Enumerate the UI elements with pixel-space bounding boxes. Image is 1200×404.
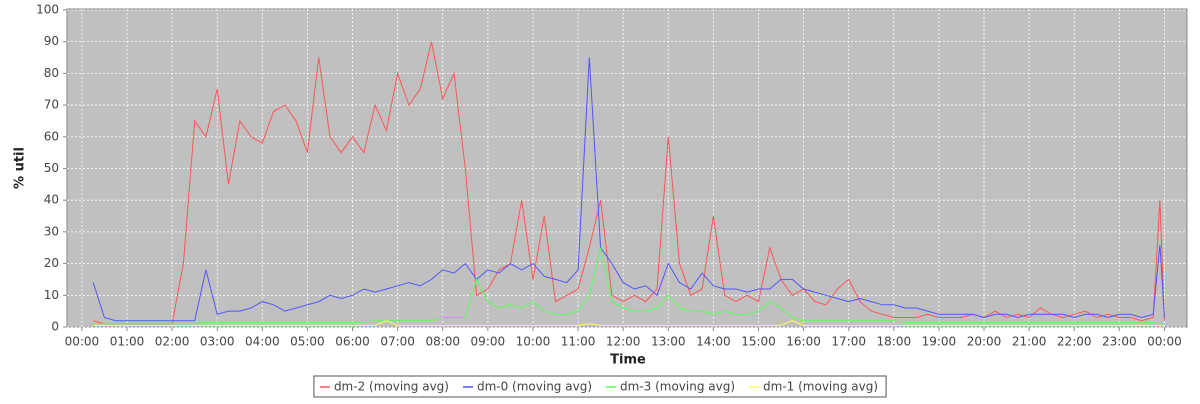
y-axis-title: % util bbox=[13, 147, 28, 189]
legend: dm-2 (moving avg) dm-0 (moving avg) dm-3 (… bbox=[313, 375, 887, 398]
x-tick-label: 09:00 bbox=[471, 335, 506, 349]
x-tick-label: 01:00 bbox=[110, 335, 145, 349]
y-tick-label: 40 bbox=[44, 193, 59, 207]
y-tick-label: 50 bbox=[44, 161, 59, 175]
series-line bbox=[93, 41, 1165, 325]
legend-box bbox=[313, 375, 887, 398]
legend-label: dm-3 (moving avg) bbox=[620, 380, 735, 394]
y-tick-label: 20 bbox=[44, 256, 59, 270]
y-tick-label: 90 bbox=[44, 34, 59, 48]
x-tick-label: 08:00 bbox=[425, 335, 460, 349]
legend-label: dm-0 (moving avg) bbox=[477, 380, 592, 394]
x-tick-label: 18:00 bbox=[877, 335, 912, 349]
y-tick-label: 80 bbox=[44, 66, 59, 80]
x-tick-label: 14:00 bbox=[696, 335, 731, 349]
x-tick-label: 22:00 bbox=[1057, 335, 1092, 349]
x-tick-label: 21:00 bbox=[1012, 335, 1047, 349]
x-tick-label: 03:00 bbox=[200, 335, 235, 349]
series-line bbox=[92, 57, 1165, 322]
x-tick-label: 06:00 bbox=[335, 335, 370, 349]
x-tick-label: 23:00 bbox=[1102, 335, 1137, 349]
y-tick-label: 30 bbox=[44, 224, 59, 238]
y-tick-label: 10 bbox=[44, 288, 59, 302]
x-tick-label: 13:00 bbox=[651, 335, 686, 349]
x-tick-label: 05:00 bbox=[290, 335, 325, 349]
legend-label: dm-1 (moving avg) bbox=[763, 380, 878, 394]
x-tick-label: 12:00 bbox=[606, 335, 641, 349]
x-tick-label: 02:00 bbox=[155, 335, 190, 349]
x-tick-label: 00:00 bbox=[65, 335, 100, 349]
x-tick-label: 11:00 bbox=[561, 335, 596, 349]
x-tick-label: 19:00 bbox=[922, 335, 957, 349]
y-tick-label: 0 bbox=[51, 320, 59, 334]
x-tick-label: 17:00 bbox=[831, 335, 866, 349]
x-tick-label: 04:00 bbox=[245, 335, 280, 349]
series-line bbox=[93, 247, 1165, 325]
x-tick-label: 16:00 bbox=[786, 335, 821, 349]
x-axis-title: Time bbox=[610, 353, 646, 368]
plot-area bbox=[66, 8, 1188, 328]
x-tick-label: 00:00 bbox=[1147, 335, 1182, 349]
y-tick-label: 100 bbox=[36, 2, 59, 16]
x-tick-label: 15:00 bbox=[741, 335, 776, 349]
y-tick-label: 70 bbox=[44, 98, 59, 112]
x-tick-label: 20:00 bbox=[967, 335, 1002, 349]
series-line bbox=[93, 320, 1165, 326]
legend-label: dm-2 (moving avg) bbox=[334, 380, 449, 394]
x-tick-label: 10:00 bbox=[516, 335, 551, 349]
x-tick-label: 07:00 bbox=[380, 335, 415, 349]
y-tick-label: 60 bbox=[44, 129, 59, 143]
